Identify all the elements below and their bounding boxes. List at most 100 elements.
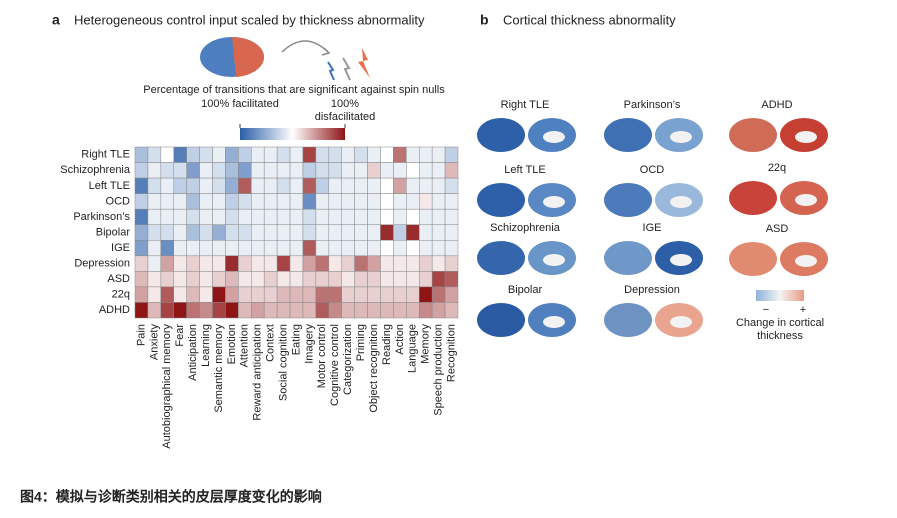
heat-cell (147, 177, 162, 194)
heat-cell (315, 224, 330, 241)
brain-medial-core (543, 316, 565, 328)
heat-cell (367, 162, 381, 179)
group-label: Right TLE (501, 99, 550, 111)
heat-cell (302, 208, 317, 225)
heat-cell (199, 177, 213, 194)
brain-lateral (729, 181, 777, 215)
heat-cell (199, 224, 213, 241)
heat-cell (406, 271, 420, 288)
heat-cell (160, 193, 175, 210)
heat-cell (289, 162, 304, 179)
column-label: Pain (135, 324, 147, 346)
heat-cell (444, 286, 459, 303)
heat-cell (160, 162, 175, 179)
heat-cell (315, 255, 330, 272)
colorbar (240, 128, 345, 140)
heat-cell (444, 193, 459, 210)
column-label: Recognition (445, 324, 457, 382)
heat-cell (263, 208, 278, 225)
heat-cell (212, 177, 226, 194)
heat-cell (328, 224, 342, 241)
heat-cell (367, 177, 381, 194)
column-label: Attention (239, 324, 251, 367)
heat-cell (160, 146, 175, 163)
row-label: Left TLE (89, 180, 130, 192)
heat-cell (444, 271, 459, 288)
panel-letter: b (480, 12, 489, 28)
heat-cell (186, 224, 200, 241)
heat-cell (302, 255, 317, 272)
brain-medial-core (543, 131, 565, 143)
brain-lateral (729, 118, 777, 152)
group-label: Schizophrenia (490, 222, 561, 234)
heat-cell (238, 162, 252, 179)
heat-cell (134, 302, 149, 319)
heat-cell (380, 224, 394, 241)
brain-lateral (604, 118, 652, 152)
heat-cell (354, 208, 368, 225)
heat-cell (199, 162, 213, 179)
heat-cell (186, 162, 200, 179)
heat-cell (393, 224, 407, 241)
heat-cell (173, 255, 187, 272)
heat-cell (315, 302, 330, 319)
heat-cell (406, 208, 420, 225)
brain-lateral (604, 303, 652, 337)
heat-cell (431, 255, 446, 272)
heat-cell (354, 302, 368, 319)
heat-cell (173, 224, 187, 241)
heat-cell (225, 193, 239, 210)
heat-cell (367, 240, 381, 257)
heat-cell (173, 162, 187, 179)
heat-cell (289, 286, 304, 303)
heat-cell (341, 240, 355, 257)
heat-cell (354, 193, 368, 210)
heat-cell (134, 240, 149, 257)
heat-cell (225, 177, 239, 194)
column-label: Fear (174, 324, 186, 347)
heat-cell (393, 162, 407, 179)
heat-cell (393, 240, 407, 257)
heat-cell (418, 162, 433, 179)
heat-cell (147, 162, 162, 179)
heat-cell (315, 271, 330, 288)
brain-lateral (477, 303, 525, 337)
group-label: Depression (624, 284, 680, 296)
heat-cell (263, 286, 278, 303)
heat-cell (315, 193, 330, 210)
heat-cell (160, 177, 175, 194)
heat-cell (212, 286, 226, 303)
heat-cell (328, 271, 342, 288)
column-label: Memory (420, 324, 432, 364)
heat-cell (147, 240, 162, 257)
heat-cell (238, 177, 252, 194)
heat-cell (380, 193, 394, 210)
heat-cell (341, 208, 355, 225)
heat-cell (354, 271, 368, 288)
heat-cell (212, 302, 226, 319)
heat-cell (199, 286, 213, 303)
brain-medial-core (670, 254, 692, 266)
panel-title: Cortical thickness abnormality (503, 12, 676, 27)
heat-cell (225, 240, 239, 257)
heat-cell (406, 286, 420, 303)
heat-cell (147, 193, 162, 210)
heat-cell (186, 208, 200, 225)
heat-cell (431, 302, 446, 319)
heat-cell (354, 162, 368, 179)
column-label: Emotion (226, 324, 238, 364)
heat-cell (418, 255, 433, 272)
heat-cell (134, 286, 149, 303)
heat-cell (251, 146, 265, 163)
heat-cell (147, 146, 162, 163)
heat-cell (147, 271, 162, 288)
heat-cell (418, 302, 433, 319)
heat-cell (393, 208, 407, 225)
heat-cell (199, 193, 213, 210)
heat-cell (225, 162, 239, 179)
heat-cell (380, 302, 394, 319)
heat-cell (263, 146, 278, 163)
heat-cell (328, 240, 342, 257)
brain-lateral (604, 183, 652, 217)
